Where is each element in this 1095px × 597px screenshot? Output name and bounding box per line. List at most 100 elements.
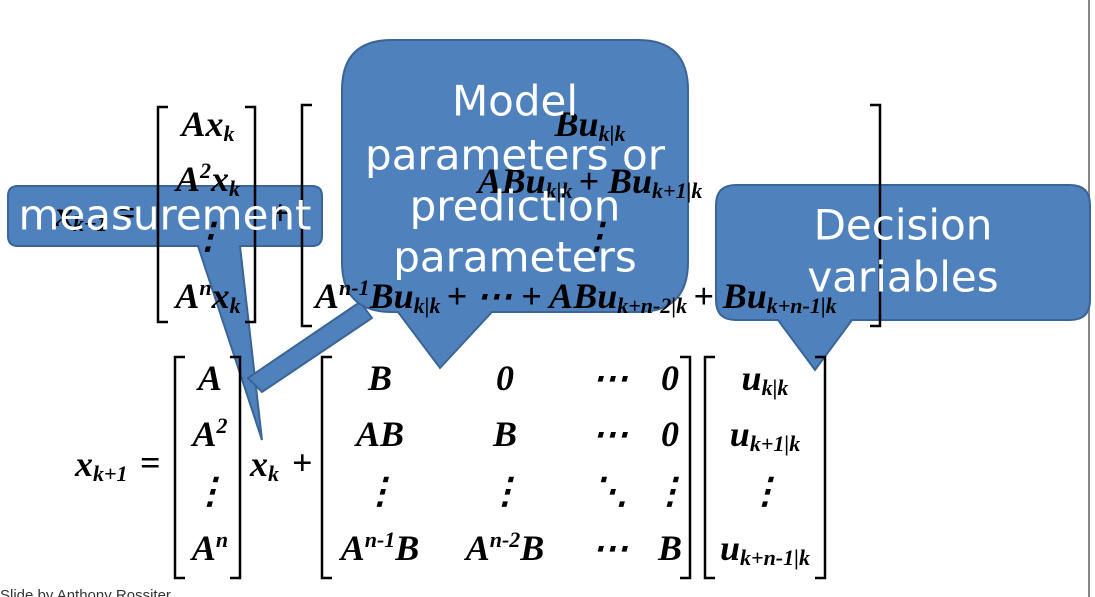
callout-text: prediction [410,182,621,231]
math-expr: An-2B [464,527,545,568]
math-token: u [720,528,740,568]
math-expr: ⋮ [190,216,226,256]
math-expr: ⋯ [592,414,628,454]
math-token: A [464,528,490,568]
math-token: 2 [216,413,228,438]
math-token: ABu [476,161,546,201]
math-token: n-2 [490,527,521,552]
math-expr: xk [249,444,279,485]
math-token: A [190,528,216,568]
math-expr: B [657,528,682,568]
math-expr: B [367,358,392,398]
math-token: 2 [199,158,211,183]
math-expr: B [492,414,517,454]
math-token: x [210,159,229,199]
brackets [156,103,882,580]
math-expr: 0 [661,358,679,398]
math-token: ⋮ [747,471,783,511]
math-token: B [394,528,419,568]
math-token: A [196,358,222,398]
math-expr: ⋮ [579,216,615,256]
math-token: ⋮ [190,216,226,256]
callout-texts: measurement Model parameters orpredictionp… [18,77,998,302]
math-expr: 0 [661,414,679,454]
bracket [703,355,827,580]
math-expr: Axk [179,104,234,145]
math-token: B [657,528,682,568]
callout-text: Decision [814,201,993,250]
math-expr: uk+1|k [730,414,800,455]
math-token: k+1|k [750,431,800,456]
math-expr: ⋮ [192,471,228,511]
math-expr: Anxk [173,275,240,318]
math-token: AB [354,414,404,454]
math-token: k [224,121,235,146]
math-token: B [519,528,544,568]
math-token: Bu [369,276,414,316]
math-token: k+n-2|k [617,293,687,318]
math-expr: An-1Buk|k + ⋯ + ABuk+n-2|k + Buk+n-1|k [313,275,837,318]
math-token: x [74,444,93,484]
math-token: ⋯ [592,414,628,454]
math-token: A [339,528,365,568]
math-expr: uk|k [742,358,789,399]
math-token: Ax [179,104,223,144]
math-expr: ⋮ [747,471,783,511]
math-token: k [230,293,241,318]
math-token: ⋮ [487,471,523,511]
callout-text: variables [807,253,998,302]
math-token: + ⋯ + ABu [446,276,617,316]
math-symbol: = [115,192,136,232]
math-expr: 0 [496,358,514,398]
math-token: 0 [496,358,514,398]
math-expr: A2xk [174,158,240,201]
math-expr: ⋮ [652,471,688,511]
math-token: x [249,444,268,484]
math-token: ⋱ [592,471,628,511]
math-token: k|k [599,121,626,146]
math-expr: ⋯ [592,358,628,398]
model-callout [341,39,689,370]
math-expr: ⋮ [487,471,523,511]
math-token: n-1 [365,527,396,552]
math-token: A [313,276,339,316]
math-expr: AB [354,414,404,454]
bracket [156,105,257,324]
math-token: B [367,358,392,398]
math-token: k+n-1|k [740,545,810,570]
math-expr: xk+1 [54,194,108,235]
math-token: k|k [414,293,441,318]
math-token: ⋮ [192,471,228,511]
math-expr: A2 [190,413,227,454]
math-token: ⋮ [652,471,688,511]
math-expr: An-1B [339,527,420,568]
math-token: k|k [762,375,789,400]
math-token: ⋮ [362,471,398,511]
callout-shapes [7,39,1091,441]
measurement-callout [7,185,323,441]
math-token: x [54,194,73,234]
math-token: u [742,358,762,398]
math-symbol: + [292,442,313,482]
math-token: Bu [554,104,599,144]
math-token: k+1|k [652,178,702,203]
math-token: x [211,276,230,316]
math-expr: ⋱ [592,471,628,511]
math-token: k+1 [93,461,128,486]
bracket [320,355,692,580]
measurement-arrow [246,300,374,394]
math-expr: A [196,358,222,398]
math-token: k [268,461,279,486]
footer: Slide by Anthony Rossiter [0,587,171,597]
math-expr: Buk|k [554,104,626,145]
math-token: k|k [546,178,573,203]
math-token: n-1 [339,275,370,300]
decision-callout [715,184,1091,372]
callout-text: parameters [393,233,637,282]
math-token: + Bu [693,276,767,316]
math-token: ⋯ [592,528,628,568]
math-token: k+n-1|k [767,293,837,318]
math-token: ⋮ [579,216,615,256]
